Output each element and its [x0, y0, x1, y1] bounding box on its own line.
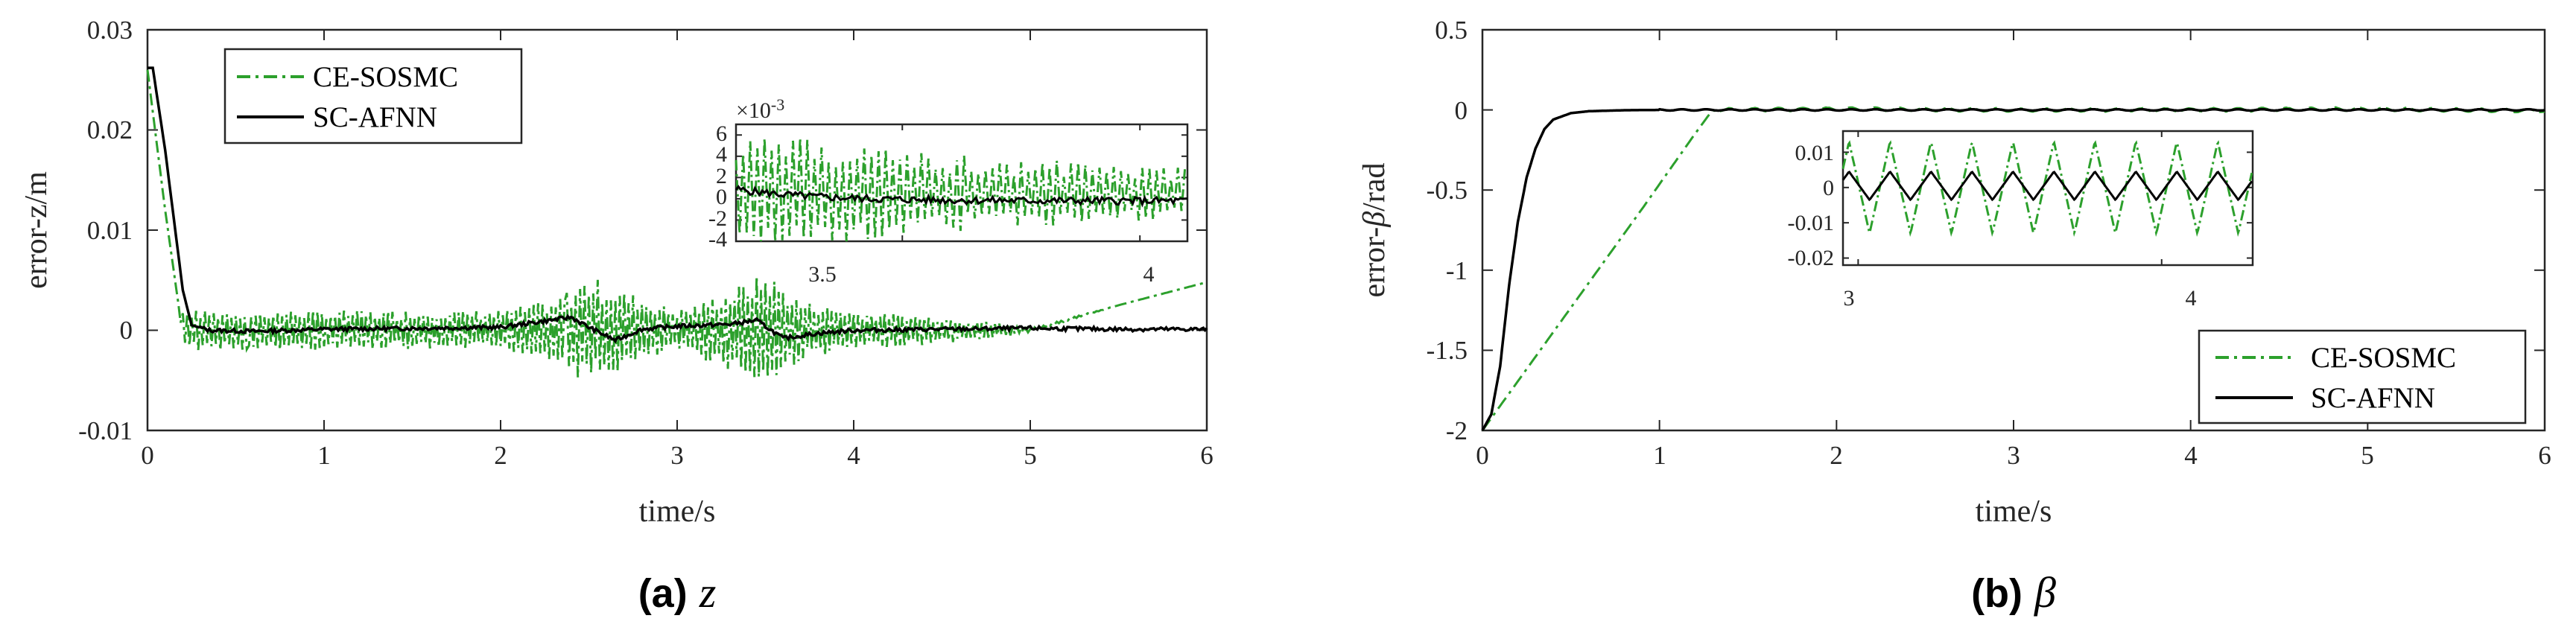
- b-inset-ytick-label: -0.01: [1788, 211, 1835, 235]
- a-legend-label-sc-afnn: SC-AFNN: [313, 101, 437, 133]
- b-y-axis-label-symbol: β: [1357, 211, 1392, 228]
- b-inset-xtick-label: 3: [1844, 286, 1855, 311]
- a-xtick-label: 3: [670, 441, 684, 470]
- a-legend-label-ce-sosmc: CE-SOSMC: [313, 61, 458, 93]
- a-xtick-label: 5: [1024, 441, 1037, 470]
- a-inset-series-group: [735, 138, 1188, 242]
- b-legend: CE-SOSMC SC-AFNN: [2198, 329, 2527, 424]
- a-legend-box: [223, 48, 523, 144]
- b-inset: 3 4 -0.02 -0.01 0 0.01: [1788, 130, 2254, 311]
- a-inset-ytick-label: -2: [708, 206, 727, 231]
- b-xtick-label: 2: [1830, 441, 1843, 470]
- a-xtick-label: 2: [494, 441, 507, 470]
- caption-a-label: (a): [638, 571, 688, 616]
- a-xtick-label: 4: [847, 441, 860, 470]
- a-ytick-label: -0.01: [78, 416, 133, 445]
- a-inset-ytick-label: 6: [716, 121, 727, 146]
- a-series-sc-afnn-line: [147, 66, 1208, 344]
- a-xtick-label: 1: [317, 441, 331, 470]
- series-group-a: [146, 66, 1208, 378]
- a-x-axis-label: time/s: [639, 494, 716, 529]
- a-inset-ytick-label: 4: [716, 142, 727, 167]
- b-inset-tick-marks: [1843, 131, 2253, 265]
- tick-marks-b: [1482, 29, 2545, 431]
- b-y-axis-label-suffix: /rad: [1357, 163, 1392, 211]
- a-ytick-label: 0: [120, 316, 133, 345]
- b-y-axis-label-prefix: error-: [1357, 227, 1392, 298]
- caption-a-symbol: z: [699, 568, 717, 617]
- a-y-axis-label: error-z/m: [19, 171, 54, 289]
- b-ytick-label: -1: [1446, 256, 1468, 285]
- b-ytick-label: 0: [1455, 96, 1468, 125]
- a-ytick-label: 0.02: [87, 115, 133, 144]
- a-series-ce-sosmc-line: [146, 69, 1205, 378]
- b-inset-sc-afnn-line: [1841, 171, 2253, 202]
- a-inset-xtick-label: 4: [1143, 262, 1155, 287]
- caption-a: (a) z: [638, 568, 717, 617]
- b-ytick-label: 0.5: [1435, 16, 1468, 45]
- b-ytick-label: -2: [1446, 416, 1468, 445]
- b-inset-ytick-label: 0: [1823, 176, 1834, 200]
- b-legend-box: [2198, 329, 2527, 424]
- b-inset-xtick-label: 4: [2186, 286, 2197, 311]
- a-inset-multiplier: ×10-3: [736, 95, 784, 123]
- b-xtick-label: 5: [2361, 441, 2374, 470]
- a-inset: 3.5 4 -4 -2 0 2 4 6 ×10-3: [708, 95, 1189, 287]
- a-ytick-label: 0.01: [87, 216, 133, 245]
- a-ytick-label: 0.03: [87, 16, 133, 45]
- caption-b-symbol: β: [2034, 568, 2056, 617]
- a-inset-ytick-label: -4: [708, 227, 727, 252]
- b-ytick-label: -0.5: [1427, 176, 1468, 205]
- panel-a: 0 1 2 3 4 5 6 -0.01 0 0.01 0.02 0.03 tim…: [19, 16, 1214, 529]
- a-inset-sc-afnn-line: [735, 185, 1188, 208]
- caption-b-label: (b): [1971, 571, 2023, 616]
- b-ytick-label: -1.5: [1427, 336, 1468, 365]
- a-inset-ytick-label: 0: [716, 185, 727, 209]
- b-series-sc-afnn-line: [1481, 107, 2545, 431]
- b-xtick-label: 4: [2184, 441, 2198, 470]
- b-legend-label-ce-sosmc: CE-SOSMC: [2311, 342, 2456, 374]
- b-xtick-label: 3: [2007, 441, 2020, 470]
- b-inset-ytick-label: -0.02: [1788, 246, 1835, 270]
- a-xtick-label: 6: [1200, 441, 1214, 470]
- a-inset-multiplier-exponent: -3: [771, 95, 784, 114]
- series-group-b: [1481, 106, 2545, 431]
- caption-b: (b) β: [1971, 568, 2056, 617]
- b-xtick-label: 0: [1476, 441, 1489, 470]
- a-inset-ce-sosmc-line: [735, 138, 1187, 242]
- tick-marks-a: [147, 29, 1208, 431]
- a-inset-multiplier-base: ×10: [736, 98, 771, 123]
- b-legend-label-sc-afnn: SC-AFNN: [2311, 382, 2435, 414]
- a-inset-ytick-label: 2: [716, 164, 727, 188]
- b-y-axis-label: error-β/rad: [1357, 163, 1392, 298]
- b-inset-ce-sosmc-line: [1841, 140, 2253, 237]
- b-xtick-label: 6: [2538, 441, 2551, 470]
- b-x-axis-label: time/s: [1976, 494, 2052, 529]
- a-inset-xtick-label: 3.5: [808, 262, 837, 287]
- b-inset-area: [1841, 130, 2254, 267]
- b-xtick-label: 1: [1653, 441, 1666, 470]
- a-xtick-label: 0: [141, 441, 154, 470]
- b-inset-ytick-label: 0.01: [1795, 141, 1835, 165]
- a-legend: CE-SOSMC SC-AFNN: [223, 48, 523, 144]
- b-inset-series-group: [1841, 140, 2253, 237]
- panel-b: 0 1 2 3 4 5 6 -2 -1.5 -1 -0.5 0 0.5 time…: [1357, 16, 2551, 529]
